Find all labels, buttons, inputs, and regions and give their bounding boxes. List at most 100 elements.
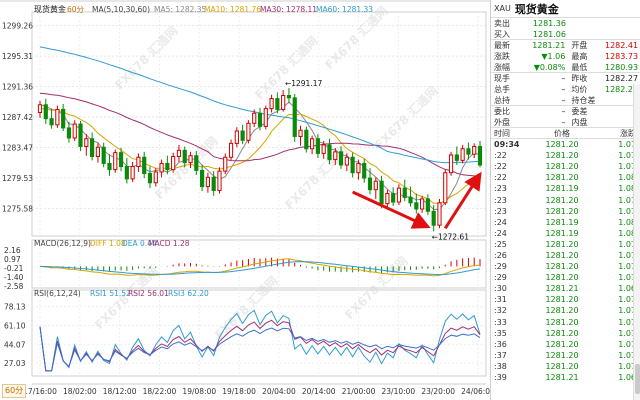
candle xyxy=(275,92,280,114)
tick-time: :30 xyxy=(494,284,507,294)
candle xyxy=(310,135,315,155)
candle-body xyxy=(460,148,465,161)
candle xyxy=(327,138,332,165)
tick-row: :29 1281.20 1.07 xyxy=(491,261,640,272)
candle-body xyxy=(159,162,164,173)
candle-body xyxy=(252,112,257,124)
candle xyxy=(55,105,60,128)
candle-body xyxy=(90,138,95,157)
kline-chart-area[interactable]: FX678 汇通网 FX678 汇通网 FX678 汇通网 FX678 汇通网 FX67… xyxy=(0,0,490,400)
candle xyxy=(147,166,153,189)
total-label: 总手 xyxy=(494,85,510,94)
candle xyxy=(321,141,326,159)
tick-time: :33 xyxy=(494,317,507,327)
ma10-label: MA10: 1281.76 xyxy=(204,5,261,14)
candle-body xyxy=(385,193,390,205)
change-label: 涨跌 xyxy=(494,52,510,61)
macd-label: MACD(26,12,9) xyxy=(34,239,91,248)
candle-body xyxy=(118,152,124,168)
candle xyxy=(437,198,442,229)
candle xyxy=(165,155,170,175)
tick-price: 1281.21 xyxy=(545,373,579,383)
candle-body xyxy=(124,166,129,180)
rsi-axis-label: 61.10 xyxy=(4,321,26,330)
candle xyxy=(107,154,112,176)
candle-body xyxy=(95,146,100,157)
candle-body xyxy=(234,130,239,144)
candle xyxy=(118,148,124,172)
candle xyxy=(246,120,251,144)
candle-body xyxy=(356,162,361,174)
candle xyxy=(49,108,54,129)
candle xyxy=(292,93,297,142)
price-axis-label: 1299.26 xyxy=(2,22,33,31)
tick-time: 09:34 xyxy=(494,140,520,150)
tick-row: :32 1281.20 1.07 xyxy=(491,305,640,316)
ma60-label: MA60: 1281.33 xyxy=(316,5,373,14)
panel-frame xyxy=(31,11,487,237)
candle-body xyxy=(321,144,326,154)
candle-body xyxy=(327,144,332,161)
candle xyxy=(240,124,245,145)
candle xyxy=(315,134,320,159)
high-value: 1283.73 xyxy=(605,52,639,61)
candle xyxy=(61,104,66,132)
ma-prefix-label: MA(5,10,30,60) xyxy=(92,5,150,14)
candle xyxy=(333,148,338,165)
tick-price: 1281.19 xyxy=(545,184,579,194)
candle xyxy=(153,168,158,187)
candle xyxy=(84,134,89,156)
candle-body xyxy=(165,162,170,171)
tick-change: 1.07 xyxy=(618,250,636,260)
candle-body xyxy=(37,104,43,113)
tick-change: 1.08 xyxy=(618,228,636,238)
candle xyxy=(228,139,234,161)
candle-body xyxy=(113,152,118,171)
candle xyxy=(72,120,77,142)
rsi1-line xyxy=(39,309,481,372)
tick-list[interactable]: 09:34 1281.20 1.07:22 1281.20 1.07:22 1281.20… xyxy=(491,139,640,383)
candle-body xyxy=(240,130,245,141)
candle-body xyxy=(292,97,297,137)
candle xyxy=(338,146,344,169)
tick-price: 1281.20 xyxy=(545,195,579,205)
buy-row: 买入 1281.06 xyxy=(491,29,640,40)
candle xyxy=(414,193,419,214)
candle xyxy=(95,143,100,163)
tick-time: :37 xyxy=(494,350,507,360)
tick-list-scrollbar[interactable] xyxy=(633,84,640,400)
candle-body xyxy=(66,127,72,139)
scrollbar-thumb[interactable] xyxy=(635,364,640,394)
hold-row: 总持 – 持仓差 – xyxy=(491,95,640,106)
candle-body xyxy=(472,145,477,155)
candle-body xyxy=(437,202,442,226)
tick-change: 1.06 xyxy=(618,284,636,294)
candle xyxy=(356,159,361,180)
tick-row: :22 1281.20 1.07 xyxy=(491,161,640,172)
tick-row: :26 1281.20 1.07 xyxy=(491,250,640,261)
tick-change: 1.07 xyxy=(618,140,636,150)
ticks-header-price: 价格 xyxy=(554,128,570,138)
macd-axis-label: -0.21 xyxy=(4,264,24,273)
hold-label: 总持 xyxy=(494,95,510,105)
period-tab[interactable]: 60分 xyxy=(2,384,27,398)
candle xyxy=(367,168,373,195)
candle xyxy=(373,177,378,199)
tick-time: :29 xyxy=(494,262,507,272)
candle xyxy=(298,125,303,146)
panel-frame xyxy=(31,289,487,377)
rsi2-label: RSI2 56.01 xyxy=(128,289,169,298)
candle-body xyxy=(425,198,430,212)
rsi-axis-label: 44.07 xyxy=(4,340,26,349)
candle-body xyxy=(257,112,263,127)
tick-row: :30 1281.21 1.06 xyxy=(491,283,640,294)
tick-time: :35 xyxy=(494,328,507,338)
candle-body xyxy=(263,108,268,127)
candle-body xyxy=(130,166,135,180)
candle xyxy=(269,94,274,113)
sell-label: 卖出 xyxy=(494,19,510,28)
time-axis-label: 24/06:00 xyxy=(461,387,490,396)
candle-body xyxy=(379,180,384,205)
candle xyxy=(182,146,187,168)
